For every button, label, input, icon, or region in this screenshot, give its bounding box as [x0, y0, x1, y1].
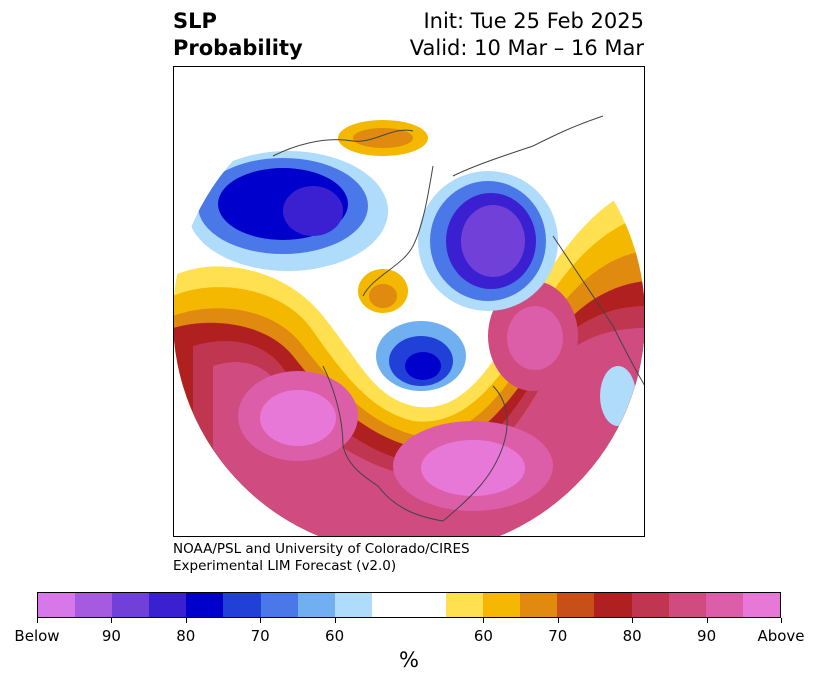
colorbar-tick-mark [260, 618, 262, 623]
colorbar-tick-mark [185, 618, 187, 623]
colorbar-segment [557, 593, 595, 617]
init-date: Init: Tue 25 Feb 2025 [423, 9, 644, 33]
colorbar [37, 592, 781, 618]
colorbar-tick-mark [557, 618, 559, 623]
colorbar-segment [297, 593, 335, 617]
polar-map [173, 66, 646, 554]
colorbar-segment [260, 593, 298, 617]
colorbar-segment [334, 593, 372, 617]
colorbar-tick-label: 60 [325, 627, 345, 645]
colorbar-segment [483, 593, 521, 617]
colorbar-segment [149, 593, 187, 617]
colorbar-segment [520, 593, 558, 617]
colorbar-segment [446, 593, 484, 617]
colorbar-tick-mark [632, 618, 634, 623]
colorbar-segment [75, 593, 113, 617]
coastlines [272, 115, 646, 522]
colorbar-segment [705, 593, 743, 617]
colorbar-segment [371, 593, 409, 617]
colorbar-tick-label: 90 [697, 627, 717, 645]
colorbar-tick-mark [334, 618, 336, 623]
valid-dates: Valid: 10 Mar – 16 Mar [409, 36, 644, 60]
colorbar-segment [594, 593, 632, 617]
colorbar-segment [668, 593, 706, 617]
colorbar-tick-label: 80 [176, 627, 196, 645]
forecast-dates: Init: Tue 25 Feb 2025 Valid: 10 Mar – 16… [410, 8, 644, 62]
colorbar-tick-label: 60 [473, 627, 493, 645]
colorbar-tick-mark [706, 618, 708, 623]
map-title: SLP Probability [173, 8, 303, 62]
data-credit: NOAA/PSL and University of Colorado/CIRE… [173, 541, 470, 575]
colorbar-segment [38, 593, 76, 617]
colorbar-tick-label: Below [14, 627, 60, 645]
colorbar-segment [408, 593, 447, 617]
colorbar-tick-label: 90 [101, 627, 121, 645]
colorbar-segment [223, 593, 261, 617]
colorbar-tick-label: 80 [622, 627, 642, 645]
colorbar-tick-mark [483, 618, 485, 623]
credit-line-2: Experimental LIM Forecast (v2.0) [173, 558, 397, 574]
title-line-2: Probability [173, 36, 303, 60]
colorbar-tick-mark [781, 618, 782, 623]
colorbar-segment [186, 593, 224, 617]
probability-map-svg [173, 66, 646, 554]
colorbar-segment [742, 593, 780, 617]
colorbar-tick-label: 70 [250, 627, 270, 645]
colorbar-tick-mark [37, 618, 38, 623]
probability-field [173, 82, 645, 554]
colorbar-unit: % [399, 648, 419, 672]
credit-line-1: NOAA/PSL and University of Colorado/CIRE… [173, 541, 470, 557]
colorbar-tick-mark [111, 618, 113, 623]
colorbar-tick-label: 70 [548, 627, 568, 645]
title-line-1: SLP [173, 9, 217, 33]
colorbar-tick-label: Above [757, 627, 805, 645]
colorbar-segment [112, 593, 150, 617]
colorbar-segment [631, 593, 669, 617]
